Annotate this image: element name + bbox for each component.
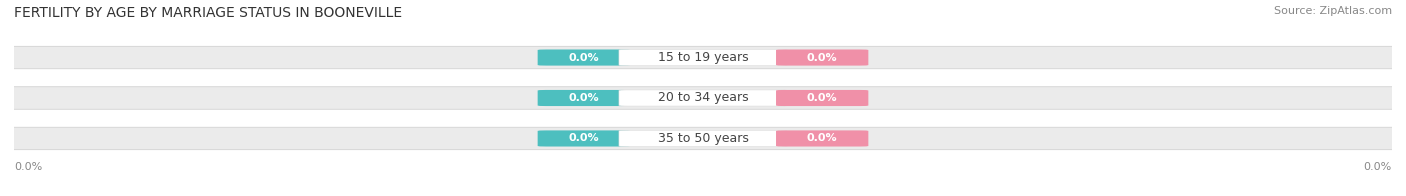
Text: 0.0%: 0.0% <box>807 53 838 63</box>
FancyBboxPatch shape <box>1 46 1405 69</box>
Text: 0.0%: 0.0% <box>568 93 599 103</box>
FancyBboxPatch shape <box>537 49 630 66</box>
Text: 0.0%: 0.0% <box>807 93 838 103</box>
Text: 0.0%: 0.0% <box>568 53 599 63</box>
Text: 35 to 50 years: 35 to 50 years <box>658 132 748 145</box>
FancyBboxPatch shape <box>1 87 1405 109</box>
FancyBboxPatch shape <box>776 49 869 66</box>
FancyBboxPatch shape <box>776 90 869 106</box>
FancyBboxPatch shape <box>1 127 1405 150</box>
Text: 0.0%: 0.0% <box>1364 162 1392 172</box>
FancyBboxPatch shape <box>619 130 787 147</box>
FancyBboxPatch shape <box>537 130 630 147</box>
Text: Source: ZipAtlas.com: Source: ZipAtlas.com <box>1274 6 1392 16</box>
FancyBboxPatch shape <box>619 90 787 106</box>
Text: 0.0%: 0.0% <box>568 133 599 143</box>
Text: 0.0%: 0.0% <box>14 162 42 172</box>
FancyBboxPatch shape <box>776 130 869 147</box>
Text: FERTILITY BY AGE BY MARRIAGE STATUS IN BOONEVILLE: FERTILITY BY AGE BY MARRIAGE STATUS IN B… <box>14 6 402 20</box>
Text: 0.0%: 0.0% <box>807 133 838 143</box>
Text: 20 to 34 years: 20 to 34 years <box>658 92 748 104</box>
Text: 15 to 19 years: 15 to 19 years <box>658 51 748 64</box>
FancyBboxPatch shape <box>537 90 630 106</box>
FancyBboxPatch shape <box>619 49 787 66</box>
